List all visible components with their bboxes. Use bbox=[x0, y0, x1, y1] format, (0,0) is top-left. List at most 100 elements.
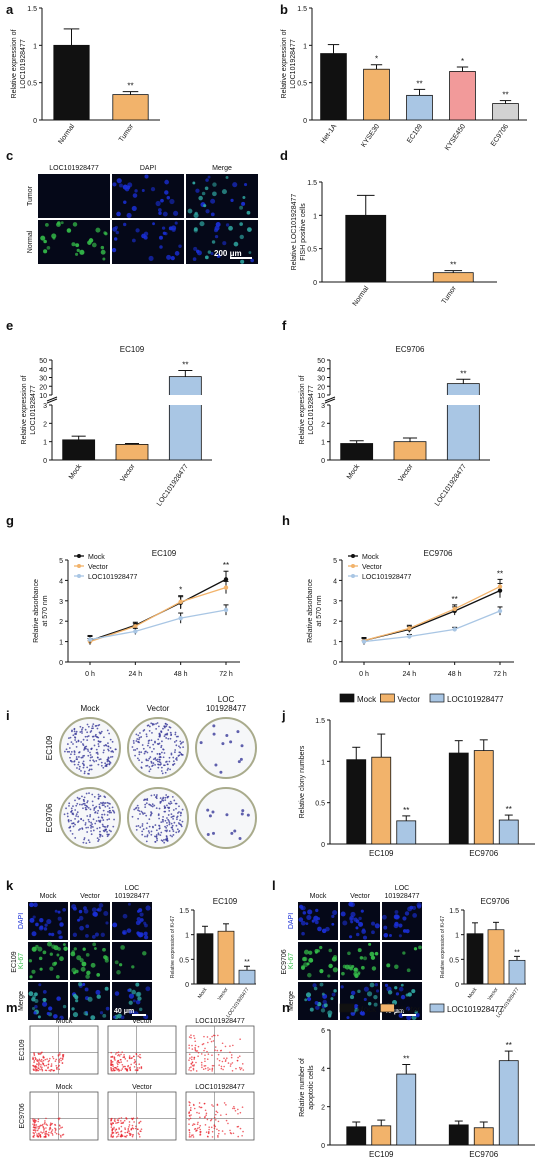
colony-dot bbox=[146, 834, 149, 837]
cell-nucleus bbox=[158, 235, 163, 240]
cell-nucleus bbox=[171, 227, 176, 233]
cell-nucleus bbox=[51, 944, 56, 949]
column-label: LOC101928477 bbox=[49, 165, 99, 172]
y-axis-label: Relative expression of Ki-67 bbox=[170, 916, 176, 978]
cell-nucleus bbox=[328, 963, 333, 969]
legend-label: Vector bbox=[397, 695, 420, 704]
colony-dot bbox=[85, 792, 88, 795]
colony-dot bbox=[146, 751, 149, 754]
event-dot bbox=[46, 1058, 48, 1060]
colony-dot bbox=[103, 813, 106, 816]
event-dot bbox=[211, 1136, 214, 1138]
colony-dot bbox=[156, 794, 158, 796]
event-dot bbox=[122, 1056, 125, 1059]
event-dot bbox=[112, 1131, 114, 1134]
colony-dot bbox=[95, 748, 98, 751]
colony-dot bbox=[138, 759, 141, 762]
event-dot bbox=[121, 1122, 123, 1124]
event-dot bbox=[41, 1060, 43, 1063]
cell-nucleus bbox=[418, 945, 422, 950]
colony-dot bbox=[100, 730, 103, 733]
event-dot bbox=[221, 1042, 224, 1045]
cell-nucleus bbox=[212, 191, 217, 197]
legend-label: Vector bbox=[397, 1005, 420, 1014]
event-dot bbox=[229, 1065, 232, 1067]
colony-dot bbox=[110, 750, 113, 753]
cell-nucleus bbox=[350, 995, 355, 1000]
event-dot bbox=[45, 1136, 47, 1138]
cell-nucleus bbox=[143, 935, 149, 940]
cell-nucleus bbox=[42, 997, 47, 1002]
colony-dot bbox=[159, 834, 162, 836]
event-dot bbox=[241, 1134, 243, 1137]
y-tick-label: 0 bbox=[43, 458, 47, 465]
colony-dot bbox=[152, 747, 155, 750]
column-label: 101928477 bbox=[114, 893, 149, 900]
cell-nucleus bbox=[193, 212, 199, 219]
cell-nucleus bbox=[43, 239, 47, 244]
cell-nucleus bbox=[362, 935, 368, 940]
cell-nucleus bbox=[301, 965, 305, 970]
colony-dot bbox=[180, 811, 182, 814]
cell-nucleus bbox=[118, 963, 123, 967]
event-dot bbox=[213, 1127, 216, 1130]
colony-dot bbox=[157, 833, 160, 836]
colony-dot bbox=[96, 736, 99, 738]
cell-nucleus bbox=[159, 245, 163, 249]
event-dot bbox=[33, 1052, 35, 1054]
event-dot bbox=[39, 1135, 42, 1137]
cell-nucleus bbox=[48, 1006, 53, 1011]
row-label: EC109 bbox=[45, 735, 54, 760]
row-label: Tumor bbox=[27, 185, 34, 206]
event-dot bbox=[114, 1130, 117, 1132]
panel-letter: k bbox=[6, 878, 14, 893]
cell-nucleus bbox=[333, 955, 338, 960]
colony-dot bbox=[89, 808, 92, 811]
cell-nucleus bbox=[39, 925, 44, 930]
colony-dot bbox=[112, 810, 115, 813]
significance-mark: ** bbox=[497, 569, 503, 578]
event-dot bbox=[240, 1067, 243, 1069]
colony-dot bbox=[86, 800, 89, 802]
event-dot bbox=[134, 1069, 137, 1071]
event-dot bbox=[212, 1040, 215, 1042]
colony-dot bbox=[97, 793, 100, 796]
cell-nucleus bbox=[56, 953, 60, 957]
event-dot bbox=[117, 1131, 119, 1134]
colony-dot bbox=[160, 821, 163, 823]
event-dot bbox=[202, 1068, 205, 1071]
cell-nucleus bbox=[405, 929, 410, 934]
cell-nucleus bbox=[28, 959, 33, 963]
event-dot bbox=[140, 1130, 142, 1133]
event-dot bbox=[44, 1120, 46, 1122]
cell-nucleus bbox=[222, 241, 227, 246]
cell-nucleus bbox=[363, 997, 367, 1001]
colony-dot bbox=[102, 804, 105, 806]
colony-dot bbox=[82, 798, 85, 801]
cell-nucleus bbox=[332, 967, 338, 973]
event-dot bbox=[117, 1051, 120, 1054]
colony-dot bbox=[89, 731, 92, 733]
event-dot bbox=[217, 1136, 219, 1138]
cell-nucleus bbox=[73, 947, 77, 951]
event-dot bbox=[57, 1055, 60, 1057]
column-label: Mock bbox=[310, 893, 327, 900]
colony-dot bbox=[83, 770, 86, 773]
cell-nucleus bbox=[406, 1006, 411, 1011]
colony-dot bbox=[212, 732, 216, 736]
legend-label: Mock bbox=[357, 695, 377, 704]
colony-dot bbox=[86, 766, 89, 769]
event-dot bbox=[37, 1067, 40, 1069]
event-dot bbox=[230, 1063, 232, 1065]
event-dot bbox=[215, 1110, 218, 1113]
cell-nucleus bbox=[366, 991, 373, 997]
bar-normal bbox=[53, 44, 90, 121]
cell-nucleus bbox=[361, 965, 365, 970]
colony-dot bbox=[86, 748, 89, 751]
colony-dot bbox=[161, 740, 163, 743]
colony-dot bbox=[162, 727, 164, 730]
colony-dot bbox=[86, 735, 89, 738]
cell-nucleus bbox=[330, 997, 334, 1001]
event-dot bbox=[194, 1044, 197, 1047]
